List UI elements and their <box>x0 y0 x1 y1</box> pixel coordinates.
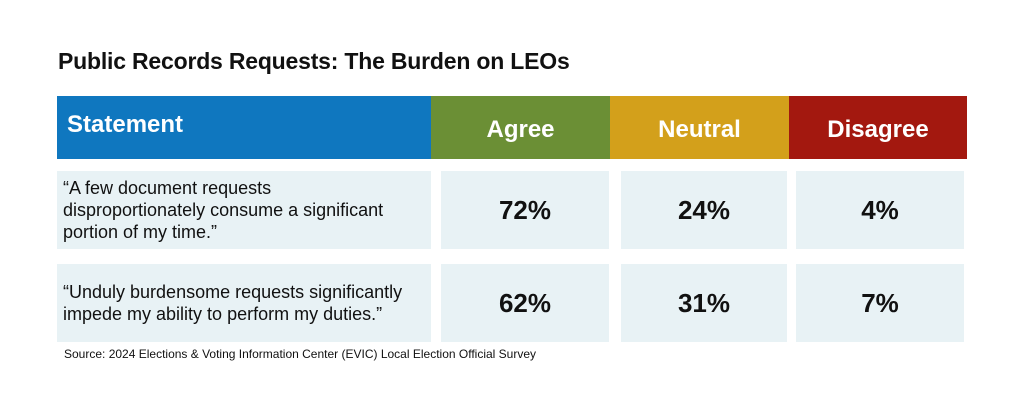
row-1-disagree-value: 4% <box>796 171 964 249</box>
row-2-agree-value: 62% <box>441 264 609 342</box>
header-disagree: Disagree <box>789 96 967 159</box>
row-1-statement-line-2: disproportionately consume a significant <box>63 200 384 220</box>
source-note: Source: 2024 Elections & Voting Informat… <box>64 347 537 361</box>
row-2-statement-line-1: “Unduly burdensome requests significantl… <box>63 282 403 302</box>
header-neutral: Neutral <box>610 96 789 159</box>
row-1-neutral-value: 24% <box>621 171 787 249</box>
row-1-agree-value: 72% <box>441 171 609 249</box>
header-statement: Statement <box>57 96 431 159</box>
row-1-statement: “A few document requests disproportionat… <box>57 171 431 249</box>
row-1-statement-line-1: “A few document requests <box>63 178 272 198</box>
chart-title: Public Records Requests: The Burden on L… <box>58 48 570 74</box>
row-2-disagree-value: 7% <box>796 264 964 342</box>
header-agree: Agree <box>431 96 610 159</box>
row-2-neutral-value: 31% <box>621 264 787 342</box>
row-2-statement-line-2: impede my ability to perform my duties.” <box>63 304 383 324</box>
row-2-statement: “Unduly burdensome requests significantl… <box>57 264 431 342</box>
row-1-statement-line-3: portion of my time.” <box>63 222 218 242</box>
